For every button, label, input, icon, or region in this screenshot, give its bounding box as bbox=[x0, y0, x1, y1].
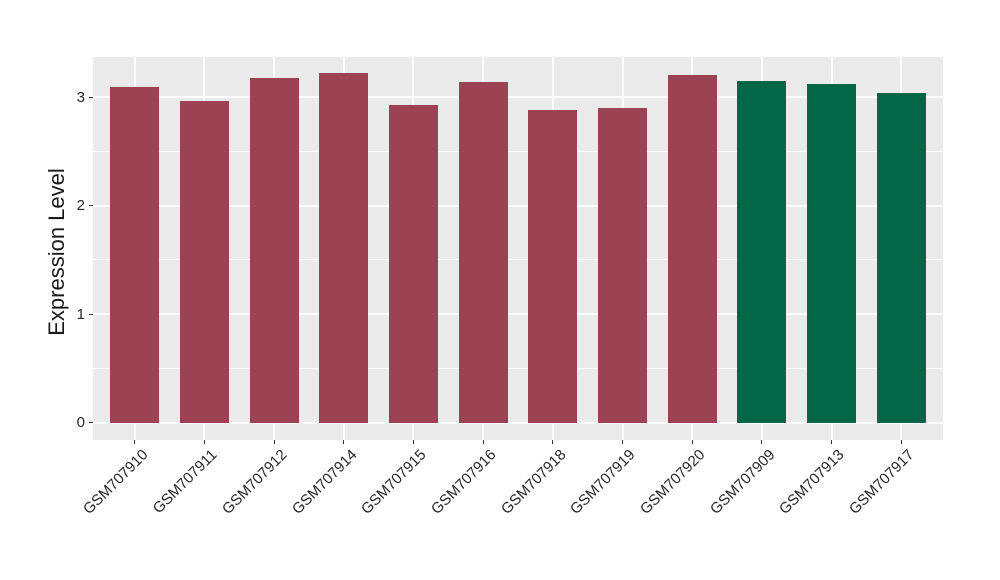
y-tick-label: 0 bbox=[76, 414, 85, 432]
y-tick-label: 3 bbox=[76, 88, 85, 106]
y-tick-mark bbox=[89, 96, 93, 98]
bar-GSM707916 bbox=[458, 81, 508, 423]
x-tick-mark bbox=[831, 440, 833, 444]
x-tick-mark bbox=[691, 440, 693, 444]
x-tick-label: GSM707919 bbox=[567, 446, 639, 518]
x-tick-mark bbox=[622, 440, 623, 444]
x-tick-mark bbox=[343, 440, 345, 444]
bar-GSM707918 bbox=[528, 110, 578, 423]
bar-GSM707910 bbox=[110, 87, 160, 423]
major-gridline bbox=[93, 96, 943, 99]
minor-gridline bbox=[93, 150, 943, 152]
y-tick-label: 1 bbox=[76, 305, 85, 323]
x-tick-mark bbox=[273, 440, 275, 444]
minor-gridline bbox=[93, 259, 943, 261]
x-tick-label: GSM707912 bbox=[218, 446, 291, 518]
major-gridline bbox=[93, 204, 943, 207]
x-tick-mark bbox=[412, 440, 414, 444]
bar-GSM707919 bbox=[598, 107, 647, 423]
bar-GSM707915 bbox=[389, 104, 438, 423]
bar-GSM707914 bbox=[319, 73, 369, 423]
x-tick-mark bbox=[203, 440, 205, 444]
x-tick-label: GSM707916 bbox=[427, 446, 500, 518]
x-tick-label: GSM707910 bbox=[79, 446, 152, 518]
minor-gridline bbox=[93, 367, 943, 369]
bar-GSM707920 bbox=[667, 75, 717, 423]
bar-GSM707909 bbox=[737, 80, 787, 423]
major-gridline bbox=[93, 421, 943, 424]
x-tick-mark bbox=[552, 440, 554, 444]
y-tick-mark bbox=[89, 422, 93, 424]
x-tick-label: GSM707918 bbox=[497, 446, 570, 518]
x-tick-label: GSM707911 bbox=[150, 446, 221, 518]
x-tick-label: GSM707917 bbox=[845, 446, 918, 518]
x-tick-mark bbox=[900, 440, 902, 444]
plot-panel bbox=[93, 57, 943, 440]
bar-GSM707912 bbox=[249, 77, 299, 423]
bar-GSM707911 bbox=[180, 101, 229, 423]
x-tick-mark bbox=[761, 440, 763, 444]
bar-GSM707913 bbox=[807, 84, 856, 423]
x-tick-label: GSM707920 bbox=[636, 446, 709, 518]
bar-GSM707917 bbox=[876, 92, 926, 423]
y-tick-mark bbox=[89, 313, 93, 315]
y-tick-label: 2 bbox=[76, 197, 85, 215]
x-tick-label: GSM707915 bbox=[358, 446, 430, 518]
x-tick-mark bbox=[134, 440, 136, 444]
x-tick-label: GSM707909 bbox=[706, 446, 779, 518]
x-tick-label: GSM707914 bbox=[288, 446, 361, 518]
y-tick-mark bbox=[89, 205, 93, 207]
major-gridline bbox=[93, 313, 943, 316]
x-tick-label: GSM707913 bbox=[776, 446, 848, 518]
x-tick-mark bbox=[482, 440, 484, 444]
